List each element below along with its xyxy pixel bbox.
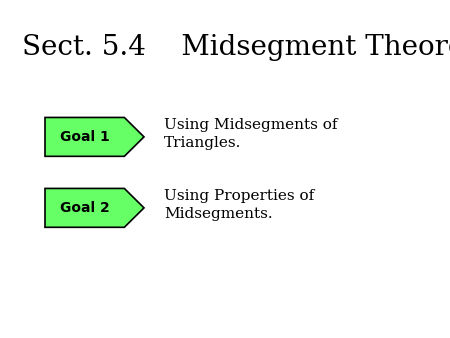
- Text: Using Midsegments of
Triangles.: Using Midsegments of Triangles.: [164, 118, 338, 150]
- Text: Goal 1: Goal 1: [60, 130, 109, 144]
- Text: Sect. 5.4    Midsegment Theorem: Sect. 5.4 Midsegment Theorem: [22, 34, 450, 61]
- Text: Goal 2: Goal 2: [60, 201, 109, 215]
- Polygon shape: [45, 118, 144, 156]
- Polygon shape: [45, 189, 144, 227]
- Text: Using Properties of
Midsegments.: Using Properties of Midsegments.: [164, 189, 315, 221]
